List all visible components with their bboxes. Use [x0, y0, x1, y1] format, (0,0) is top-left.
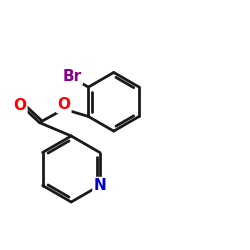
Text: Br: Br: [63, 68, 82, 84]
Text: N: N: [94, 178, 106, 193]
Text: O: O: [58, 97, 70, 112]
Text: O: O: [14, 98, 26, 113]
